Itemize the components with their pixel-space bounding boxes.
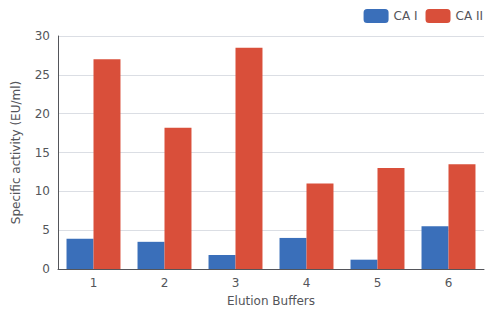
svg-text:6: 6: [445, 276, 453, 290]
svg-text:CA II: CA II: [456, 9, 483, 23]
svg-text:5: 5: [42, 223, 50, 237]
svg-text:Specific activity (EU/ml): Specific activity (EU/ml): [9, 81, 23, 224]
svg-text:3: 3: [232, 276, 240, 290]
svg-text:20: 20: [35, 107, 50, 121]
svg-text:0: 0: [42, 262, 50, 276]
svg-text:Elution Buffers: Elution Buffers: [227, 294, 315, 308]
svg-text:10: 10: [35, 184, 50, 198]
svg-text:15: 15: [35, 146, 50, 160]
svg-text:4: 4: [303, 276, 311, 290]
svg-text:1: 1: [90, 276, 98, 290]
svg-text:30: 30: [35, 29, 50, 43]
svg-text:5: 5: [374, 276, 382, 290]
svg-text:25: 25: [35, 68, 50, 82]
svg-text:CA I: CA I: [394, 9, 418, 23]
svg-text:2: 2: [161, 276, 169, 290]
